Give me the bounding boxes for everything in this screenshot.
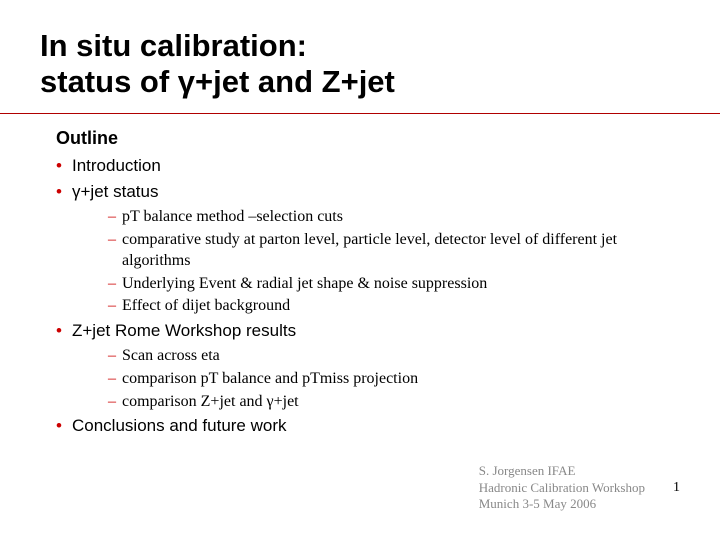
title-line-1: In situ calibration: xyxy=(40,28,680,64)
footer-line: Munich 3-5 May 2006 xyxy=(479,496,645,512)
content-area: Outline Introduction γ+jet status pT balan… xyxy=(0,114,720,438)
slide-title: In situ calibration: status of γ+jet and… xyxy=(0,0,720,109)
outline-subitem: comparison Z+jet and γ+jet xyxy=(108,392,672,413)
outline-subitem: comparison pT balance and pTmiss project… xyxy=(108,369,672,390)
outline-sublist: pT balance method –selection cutscompara… xyxy=(72,207,672,317)
title-line-2: status of γ+jet and Z+jet xyxy=(40,64,680,100)
outline-item-label: γ+jet status xyxy=(72,182,158,201)
outline-subitem: Scan across eta xyxy=(108,346,672,367)
outline-item: Z+jet Rome Workshop results Scan across e… xyxy=(56,320,672,412)
footer-text: S. Jorgensen IFAEHadronic Calibration Wo… xyxy=(479,463,645,512)
page-number: 1 xyxy=(673,480,680,496)
outline-item: Introduction xyxy=(56,155,672,178)
footer-line: Hadronic Calibration Workshop xyxy=(479,480,645,496)
outline-subitem: comparative study at parton level, parti… xyxy=(108,230,672,272)
outline-item: Conclusions and future work xyxy=(56,415,672,438)
outline-heading: Outline xyxy=(56,128,672,149)
outline-subitem: pT balance method –selection cuts xyxy=(108,207,672,228)
outline-sublist: Scan across etacomparison pT balance and… xyxy=(72,346,672,412)
outline-list: Introduction γ+jet status pT balance metho… xyxy=(56,155,672,438)
outline-item-label: Z+jet Rome Workshop results xyxy=(72,321,296,340)
outline-subitem: Effect of dijet background xyxy=(108,296,672,317)
footer: S. Jorgensen IFAEHadronic Calibration Wo… xyxy=(479,463,680,512)
outline-subitem: Underlying Event & radial jet shape & no… xyxy=(108,274,672,295)
outline-item-label: Introduction xyxy=(72,156,161,175)
footer-line: S. Jorgensen IFAE xyxy=(479,463,645,479)
outline-item: γ+jet status pT balance method –selection… xyxy=(56,181,672,317)
outline-item-label: Conclusions and future work xyxy=(72,416,287,435)
